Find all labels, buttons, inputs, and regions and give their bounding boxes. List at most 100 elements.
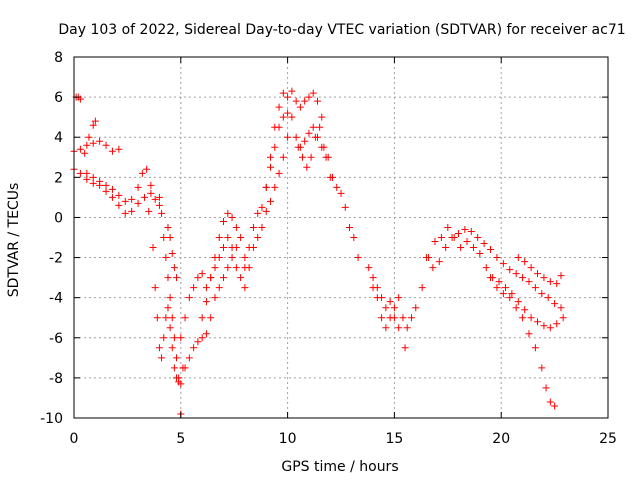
- data-point: [461, 225, 469, 233]
- data-point: [207, 314, 215, 322]
- data-point: [309, 89, 317, 97]
- data-point: [442, 244, 450, 252]
- data-point: [525, 330, 533, 338]
- data-point: [158, 209, 166, 217]
- y-tick-label: -8: [49, 371, 63, 387]
- data-point: [155, 344, 163, 352]
- data-point: [365, 264, 373, 272]
- data-point: [519, 274, 527, 282]
- y-tick-label: -10: [40, 411, 63, 427]
- data-point: [147, 189, 155, 197]
- data-point: [160, 234, 168, 241]
- data-point: [267, 197, 275, 205]
- data-point: [328, 173, 336, 181]
- data-point: [499, 260, 507, 268]
- data-point: [220, 217, 228, 225]
- data-point: [292, 97, 300, 105]
- data-point: [149, 244, 157, 252]
- data-point: [418, 284, 426, 292]
- data-point: [76, 95, 84, 103]
- data-point: [168, 344, 176, 352]
- series-track-h: [164, 223, 181, 282]
- data-point: [337, 189, 345, 197]
- data-point: [534, 270, 542, 278]
- data-point: [254, 234, 262, 241]
- data-point: [202, 330, 210, 338]
- data-point: [198, 314, 206, 322]
- data-point: [181, 364, 189, 372]
- data-point: [292, 133, 300, 141]
- data-point: [307, 153, 315, 161]
- data-point: [551, 402, 559, 410]
- data-point: [121, 197, 129, 205]
- data-point: [271, 123, 279, 131]
- data-point: [237, 234, 245, 241]
- data-point: [228, 213, 236, 221]
- data-point: [173, 354, 181, 362]
- data-point: [91, 117, 99, 125]
- data-point: [395, 294, 403, 302]
- data-point: [294, 143, 302, 151]
- data-point: [181, 314, 189, 322]
- data-point: [275, 103, 283, 111]
- series-track-v: [487, 274, 559, 410]
- data-point: [147, 181, 155, 189]
- series-track-p: [337, 189, 362, 262]
- data-point: [296, 103, 304, 111]
- data-point: [318, 113, 326, 121]
- series-track-j: [181, 234, 245, 372]
- data-point: [341, 203, 349, 211]
- data-point: [162, 254, 170, 262]
- data-point: [284, 109, 292, 117]
- data-point: [386, 298, 394, 306]
- data-point: [538, 290, 546, 298]
- data-point: [299, 153, 307, 161]
- data-point: [190, 284, 198, 292]
- data-point: [506, 294, 514, 302]
- data-point: [553, 320, 561, 328]
- series-track-r: [369, 284, 403, 332]
- data-point: [301, 137, 309, 145]
- data-point: [249, 223, 257, 231]
- data-point: [431, 238, 439, 246]
- series-track-u: [422, 225, 565, 312]
- data-point: [395, 324, 403, 332]
- data-point: [160, 334, 168, 342]
- series-track-i: [177, 234, 249, 342]
- data-point: [190, 344, 198, 352]
- data-point: [435, 258, 443, 266]
- data-point: [521, 306, 529, 314]
- data-point: [267, 163, 275, 171]
- data-point: [89, 173, 97, 181]
- data-point: [407, 314, 415, 322]
- y-tick-label: 4: [54, 130, 63, 146]
- data-point: [531, 284, 539, 292]
- data-point: [399, 314, 407, 322]
- data-point: [386, 314, 394, 322]
- data-point: [89, 139, 97, 147]
- data-point: [220, 244, 228, 252]
- data-point: [301, 97, 309, 105]
- data-point: [170, 334, 178, 342]
- data-point: [164, 274, 172, 282]
- y-tick-label: -2: [49, 251, 63, 267]
- data-point: [288, 87, 296, 95]
- data-point: [527, 264, 535, 272]
- data-point: [168, 250, 176, 258]
- data-point: [546, 398, 554, 406]
- data-point: [185, 294, 193, 302]
- data-point: [499, 290, 507, 298]
- data-point: [476, 250, 484, 258]
- data-point: [224, 234, 232, 241]
- data-point: [215, 234, 223, 241]
- data-point: [168, 314, 176, 322]
- data-point: [134, 183, 142, 191]
- data-point: [198, 270, 206, 278]
- data-point: [444, 223, 452, 231]
- data-point: [527, 314, 535, 322]
- x-tick-label: 0: [70, 431, 79, 447]
- data-point: [506, 266, 514, 274]
- data-point: [241, 284, 249, 292]
- data-point: [224, 264, 232, 272]
